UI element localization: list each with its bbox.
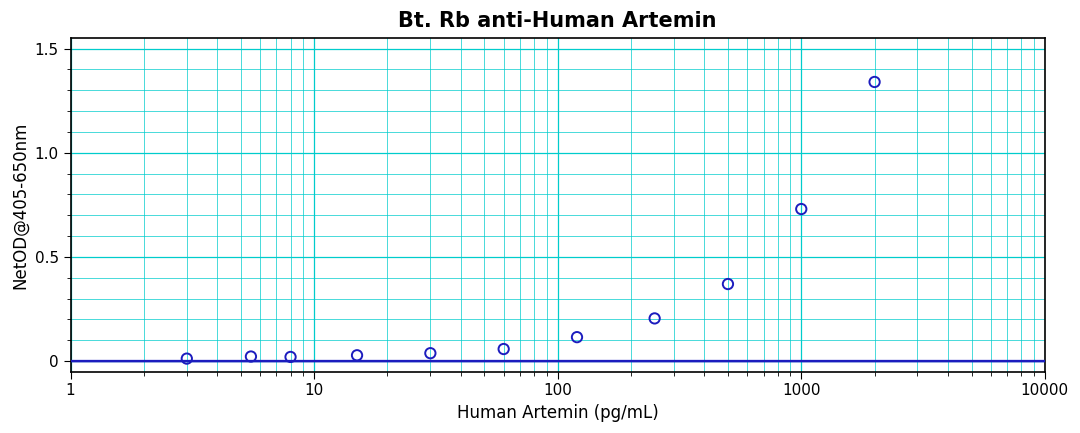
Point [646,315,663,322]
Point [242,353,259,360]
Point [793,206,810,213]
Y-axis label: NetOD@405-650nm: NetOD@405-650nm [11,121,29,288]
Point [349,352,366,359]
Point [866,78,883,85]
Point [719,281,737,288]
Point [282,353,299,360]
X-axis label: Human Artemin (pg/mL): Human Artemin (pg/mL) [457,404,659,422]
Point [568,334,585,341]
Point [495,346,512,352]
Title: Bt. Rb anti-Human Artemin: Bt. Rb anti-Human Artemin [399,11,717,31]
Point [178,355,195,362]
Point [421,350,438,357]
